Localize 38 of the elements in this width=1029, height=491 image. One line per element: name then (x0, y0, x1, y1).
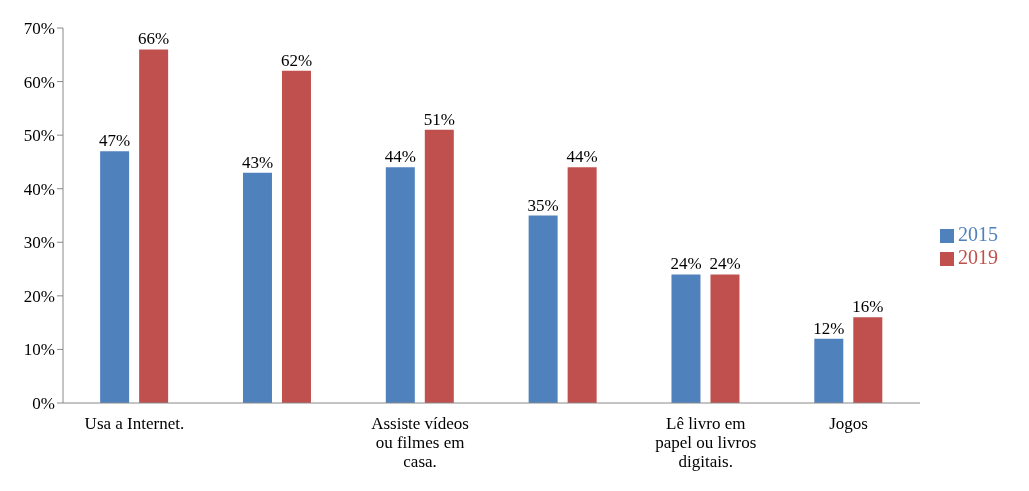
y-tick-label: 60% (23, 72, 55, 92)
y-tick-label: 50% (23, 126, 55, 146)
text: 51% (423, 109, 455, 129)
y-tick-label: 40% (23, 179, 55, 199)
bar (100, 151, 130, 403)
text: 62% (280, 50, 313, 70)
text: 24% (709, 254, 741, 274)
legend-label: 2019 (958, 245, 998, 268)
bar (528, 215, 558, 403)
bar (281, 70, 311, 403)
bar (385, 167, 415, 403)
text: 35% (527, 195, 559, 215)
bar (853, 317, 883, 403)
x-tick-label: Assiste vídeos ou filmes em casa. (371, 414, 469, 471)
bar (671, 274, 701, 403)
text: 43% (241, 152, 274, 172)
bar (814, 338, 844, 403)
bar (242, 172, 272, 403)
bar (710, 274, 740, 403)
text: 44% (384, 147, 416, 167)
text: 66% (138, 29, 170, 49)
bar (424, 129, 454, 403)
text: 12% (813, 318, 845, 338)
y-tick-label: 0% (32, 394, 55, 414)
y-tick-label: 10% (23, 340, 55, 360)
y-tick-label: 20% (23, 286, 55, 306)
text: 24% (670, 254, 702, 274)
bar (567, 167, 597, 403)
text: 47% (99, 131, 131, 151)
y-tick-label: 30% (23, 233, 55, 253)
bar (139, 49, 169, 403)
x-tick-label: Lê livro em papel ou livros digitais. (655, 414, 757, 471)
text: 44% (566, 147, 598, 167)
text: 16% (852, 297, 884, 317)
legend-label: 2015 (958, 222, 998, 245)
y-tick-label: 70% (23, 19, 55, 39)
x-tick-label: Jogos (829, 414, 868, 433)
x-tick-label: Usa a Internet. (84, 414, 185, 433)
